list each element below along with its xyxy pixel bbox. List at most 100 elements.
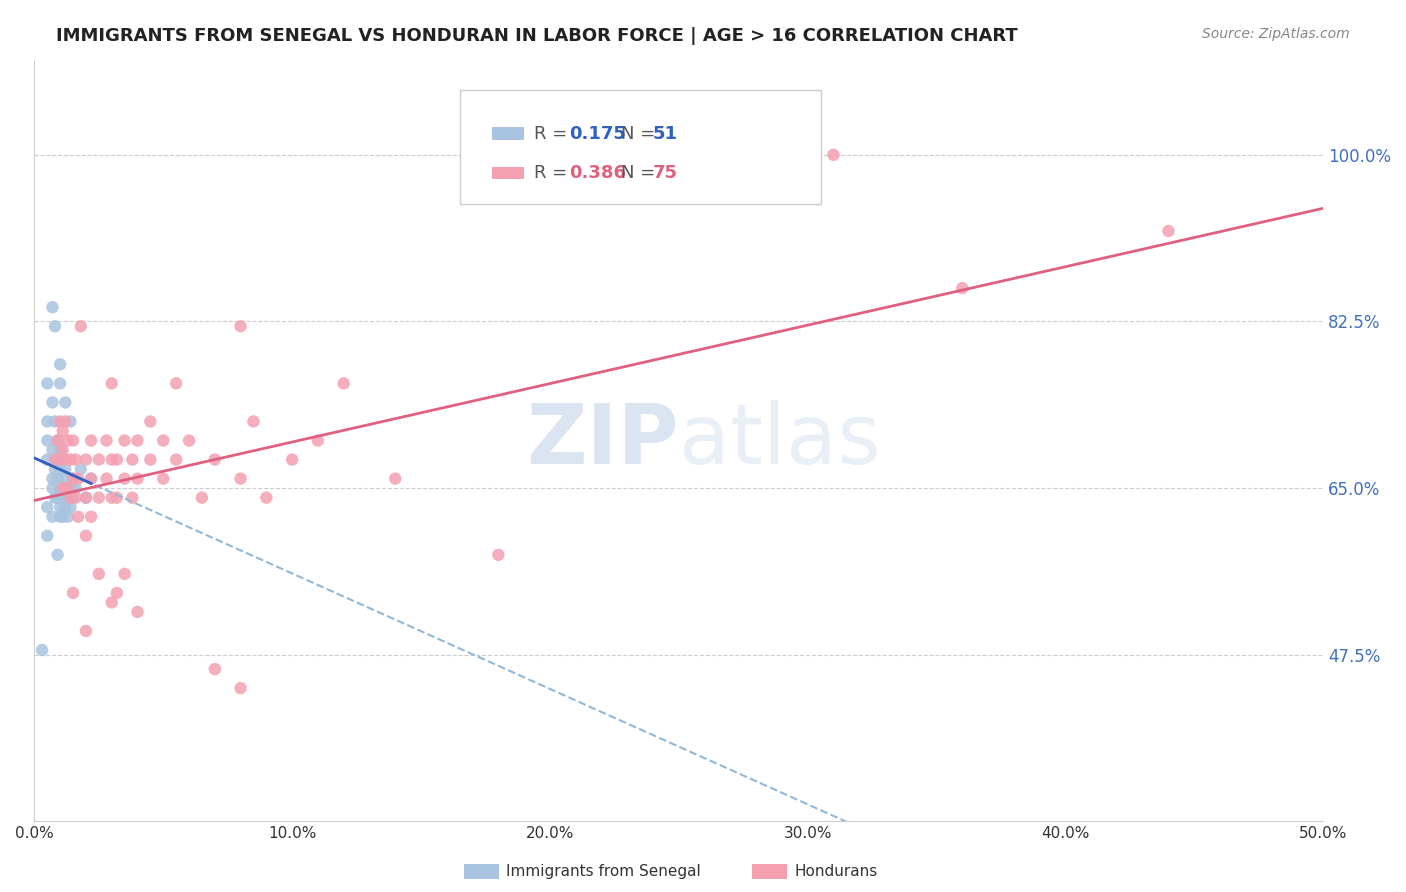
Point (59, 500, 82, 515)
Point (114, 472, 136, 486)
Point (229, 681, 252, 695)
Point (37, 500, 59, 515)
Point (62, 434, 84, 448)
Point (52, 509, 75, 524)
Point (100, 595, 122, 609)
Point (332, 376, 354, 391)
Point (204, 452, 226, 467)
Point (177, 434, 200, 448)
Point (75, 452, 97, 467)
Point (80, 472, 103, 486)
Text: 51: 51 (652, 125, 678, 143)
Point (37, 529, 59, 543)
Point (75, 491, 97, 505)
Point (56, 481, 79, 495)
Point (165, 376, 187, 391)
Point (121, 452, 143, 467)
Point (37, 415, 59, 429)
Point (46, 452, 69, 467)
Point (87, 452, 110, 467)
Text: 0.175: 0.175 (569, 125, 626, 143)
Point (37, 376, 59, 391)
Point (44, 415, 66, 429)
Text: Source: ZipAtlas.com: Source: ZipAtlas.com (1202, 27, 1350, 41)
Point (41, 481, 63, 495)
Point (69, 319, 91, 334)
Point (75, 624, 97, 638)
Point (80, 434, 103, 448)
Point (49, 415, 72, 429)
Point (100, 376, 122, 391)
Point (69, 462, 91, 476)
Point (56, 509, 79, 524)
Text: 75: 75 (652, 164, 678, 182)
Point (37, 434, 59, 448)
Point (75, 491, 97, 505)
Point (96, 434, 118, 448)
Point (46, 434, 69, 448)
Point (46, 434, 69, 448)
Point (37, 452, 59, 467)
Point (53, 462, 76, 476)
Point (52, 481, 75, 495)
Point (1157, 224, 1180, 238)
Point (242, 415, 264, 429)
Point (80, 472, 103, 486)
Point (62, 472, 84, 486)
Point (281, 452, 304, 467)
Point (53, 415, 76, 429)
Text: 0.386: 0.386 (569, 164, 626, 182)
Point (53, 481, 76, 495)
Point (67, 509, 90, 524)
Point (165, 452, 187, 467)
Point (127, 605, 149, 619)
Point (62, 586, 84, 600)
Point (59, 491, 82, 505)
Point (65, 491, 87, 505)
Point (139, 415, 162, 429)
Point (53, 395, 76, 409)
Text: IMMIGRANTS FROM SENEGAL VS HONDURAN IN LABOR FORCE | AGE > 16 CORRELATION CHART: IMMIGRANTS FROM SENEGAL VS HONDURAN IN L… (56, 27, 1018, 45)
Text: atlas: atlas (679, 400, 880, 481)
Point (67, 472, 90, 486)
Point (52, 491, 75, 505)
Point (59, 452, 82, 467)
Point (41, 395, 63, 409)
Point (31, 643, 53, 657)
Point (49, 452, 72, 467)
Point (56, 491, 79, 505)
Point (59, 481, 82, 495)
FancyBboxPatch shape (492, 128, 524, 139)
Point (49, 376, 72, 391)
FancyBboxPatch shape (460, 90, 821, 204)
Text: R =: R = (534, 164, 574, 182)
Point (46, 472, 69, 486)
Text: Hondurans: Hondurans (794, 864, 877, 879)
Point (80, 509, 103, 524)
Point (65, 452, 87, 467)
Point (254, 491, 277, 505)
Point (44, 452, 66, 467)
Point (53, 452, 76, 467)
Point (44, 462, 66, 476)
Point (62, 491, 84, 505)
Point (52, 424, 75, 438)
Point (44, 491, 66, 505)
Point (204, 662, 226, 676)
Point (100, 491, 122, 505)
Point (49, 357, 72, 371)
Point (41, 472, 63, 486)
Point (41, 443, 63, 458)
Point (41, 300, 63, 314)
FancyBboxPatch shape (492, 167, 524, 179)
Point (75, 529, 97, 543)
Point (139, 452, 162, 467)
Point (44, 319, 66, 334)
Point (52, 472, 75, 486)
Point (114, 434, 136, 448)
Point (49, 462, 72, 476)
Point (49, 509, 72, 524)
Point (823, 148, 845, 162)
Point (486, 548, 509, 562)
Point (46, 548, 69, 562)
